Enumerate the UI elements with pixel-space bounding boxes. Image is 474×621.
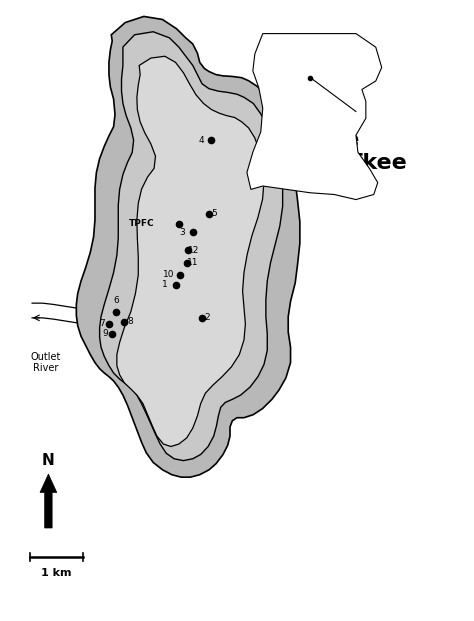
Text: 11: 11 (187, 258, 198, 267)
Text: 6: 6 (113, 296, 119, 305)
Text: 9: 9 (102, 329, 108, 338)
Text: 3: 3 (180, 227, 185, 237)
Text: N: N (42, 453, 55, 468)
PathPatch shape (76, 16, 300, 477)
PathPatch shape (100, 32, 283, 461)
Polygon shape (40, 474, 57, 528)
Polygon shape (247, 34, 382, 199)
Text: 2: 2 (205, 314, 210, 322)
Text: 1 km: 1 km (41, 568, 72, 578)
Text: 1: 1 (163, 280, 168, 289)
Text: TPFC: TPFC (129, 219, 155, 228)
Text: Lake
Panasoffkee: Lake Panasoffkee (253, 130, 407, 173)
Text: 10: 10 (163, 271, 174, 279)
PathPatch shape (117, 57, 264, 446)
Text: 7: 7 (99, 319, 105, 329)
Text: 12: 12 (188, 246, 200, 255)
Text: 8: 8 (127, 317, 133, 326)
Text: Outlet
River: Outlet River (31, 351, 61, 373)
Text: 4: 4 (198, 135, 204, 145)
Text: 5: 5 (212, 209, 218, 218)
